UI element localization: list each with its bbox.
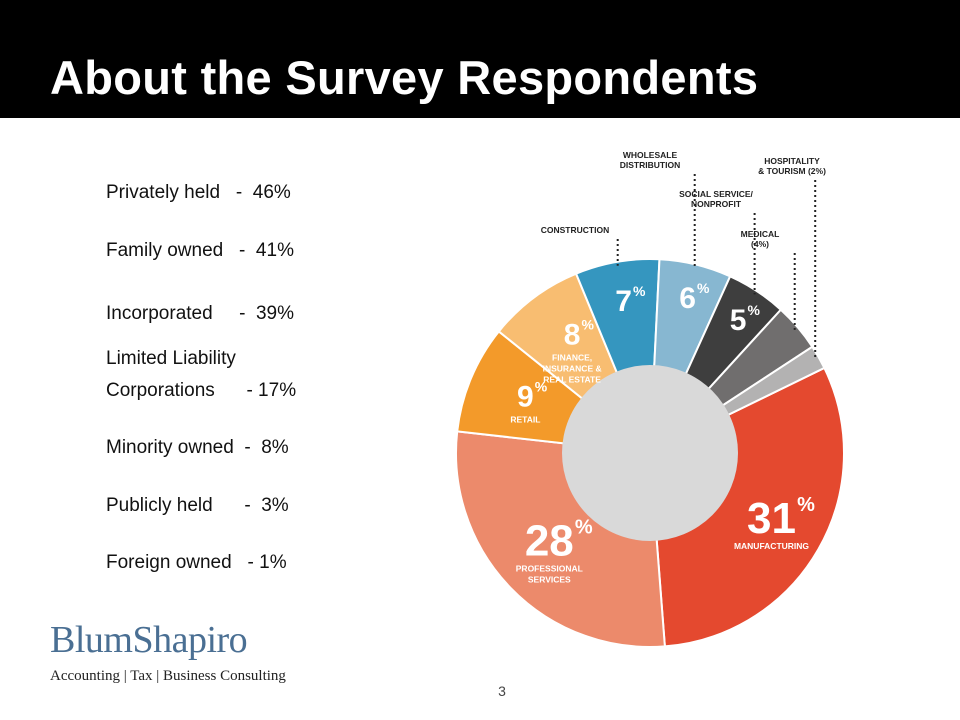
logo-tagline: Accounting | Tax | Business Consulting bbox=[50, 668, 286, 684]
slice-caption-manufacturing: MANUFACTURING bbox=[734, 541, 809, 551]
title-bar: About the Survey Respondents bbox=[0, 0, 960, 118]
callout-label-social-service-nonprofit: SOCIAL SERVICE/ bbox=[679, 189, 753, 199]
respondent-stats-list: Privately held - 46% Family owned - 41% … bbox=[106, 0, 436, 600]
stat-foreign-owned: Foreign owned - 1% bbox=[106, 552, 287, 573]
slice-label-finance-insurance-real-estate: 8 bbox=[564, 318, 581, 351]
stat-minority-owned: Minority owned - 8% bbox=[106, 437, 289, 458]
blumshapiro-logo: BlumShapiro Accounting | Tax | Business … bbox=[50, 618, 290, 690]
slice-label-retail: 9 bbox=[517, 381, 534, 414]
stat-family-owned: Family owned - 41% bbox=[106, 240, 294, 261]
page-number: 3 bbox=[498, 683, 506, 699]
callout-label-wholesale-distribution: DISTRIBUTION bbox=[620, 160, 680, 170]
slice-label-percent: % bbox=[797, 494, 815, 516]
slice-label-professional-services: 28 bbox=[525, 517, 574, 566]
stat-incorporated: Incorporated - 39% bbox=[106, 303, 294, 324]
callout-label-social-service-nonprofit: NONPROFIT bbox=[691, 199, 742, 209]
logo-wordmark: BlumShapiro bbox=[50, 619, 248, 661]
slide-title: About the Survey Respondents bbox=[50, 51, 759, 104]
slice-label-construction: 7 bbox=[615, 285, 632, 318]
slice-label-percent: % bbox=[633, 283, 646, 299]
callout-label-hospitality-tourism-2: & TOURISM (2%) bbox=[758, 166, 826, 176]
callout-label-medical-4: (4%) bbox=[751, 239, 769, 249]
callout-label-wholesale-distribution: WHOLESALE bbox=[623, 150, 678, 160]
slice-caption-finance-insurance-real-estate: FINANCE, bbox=[552, 352, 592, 362]
donut-center bbox=[562, 365, 738, 541]
slice-label-percent: % bbox=[697, 280, 710, 296]
slice-label-percent: % bbox=[582, 316, 595, 332]
callout-label-hospitality-tourism-2: HOSPITALITY bbox=[764, 156, 820, 166]
slice-label-percent: % bbox=[748, 302, 761, 318]
slice-caption-professional-services: PROFESSIONAL bbox=[516, 564, 583, 574]
slice-label-manufacturing: 31 bbox=[747, 494, 796, 543]
slice-label-percent: % bbox=[575, 517, 593, 539]
slice-caption-retail: RETAIL bbox=[510, 415, 540, 425]
slice-label-wholesale-distribution: 6 bbox=[679, 282, 696, 315]
stat-publicly-held: Publicly held - 3% bbox=[106, 495, 289, 516]
slice-caption-finance-insurance-real-estate: REAL ESTATE bbox=[543, 374, 601, 384]
slice-label-percent: % bbox=[535, 379, 548, 395]
slice-caption-professional-services: SERVICES bbox=[528, 575, 571, 585]
stat-llc-line-1: Limited Liability bbox=[106, 348, 236, 369]
stat-llc-line-2: Corporations - 17% bbox=[106, 380, 297, 401]
stat-privately-held: Privately held - 46% bbox=[106, 182, 291, 203]
callout-label-medical-4: MEDICAL bbox=[741, 229, 780, 239]
slice-label-social-service-nonprofit: 5 bbox=[730, 304, 747, 337]
callout-label-construction: CONSTRUCTION bbox=[541, 225, 609, 235]
slice-caption-finance-insurance-real-estate: INSURANCE & bbox=[543, 363, 602, 373]
